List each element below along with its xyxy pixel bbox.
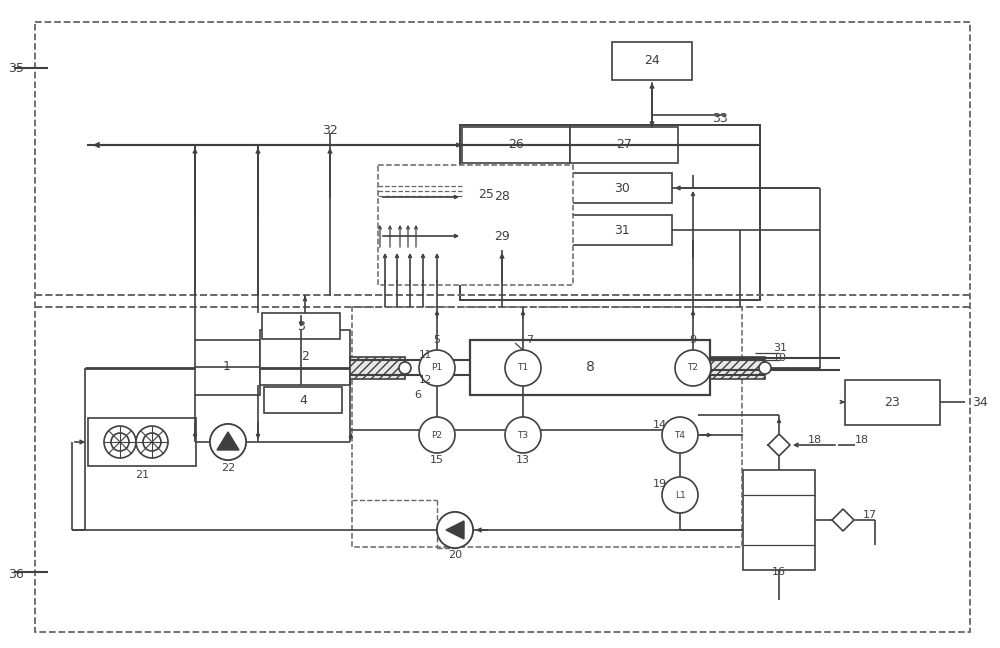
Text: 5: 5 — [434, 335, 440, 345]
Text: 3: 3 — [297, 319, 305, 332]
Text: 34: 34 — [972, 395, 988, 408]
Bar — [264, 387, 342, 413]
Text: 6: 6 — [415, 390, 422, 400]
Circle shape — [675, 350, 711, 386]
Circle shape — [505, 417, 541, 453]
Text: 12: 12 — [418, 375, 432, 385]
Text: 10: 10 — [773, 353, 787, 363]
Circle shape — [399, 362, 411, 374]
Text: T3: T3 — [517, 430, 529, 439]
Bar — [710, 357, 765, 379]
Text: T2: T2 — [688, 364, 698, 373]
Text: 33: 33 — [712, 111, 728, 124]
Text: 31: 31 — [773, 343, 787, 353]
Text: 15: 15 — [430, 455, 444, 465]
Polygon shape — [446, 521, 464, 539]
Text: 35: 35 — [8, 62, 24, 75]
Bar — [195, 340, 260, 395]
Text: 29: 29 — [494, 229, 510, 242]
Bar — [570, 127, 678, 163]
Text: 8: 8 — [586, 360, 594, 374]
Bar — [352, 307, 742, 547]
Circle shape — [419, 417, 455, 453]
Text: 21: 21 — [135, 470, 149, 480]
Polygon shape — [217, 432, 239, 450]
Circle shape — [143, 433, 161, 451]
Text: 7: 7 — [526, 335, 534, 345]
Circle shape — [104, 426, 136, 458]
Bar — [460, 125, 760, 300]
Bar — [572, 215, 672, 245]
Text: 18: 18 — [808, 435, 822, 445]
Bar — [88, 418, 196, 466]
Circle shape — [419, 350, 455, 386]
Text: 22: 22 — [221, 463, 235, 473]
Text: 13: 13 — [516, 455, 530, 465]
Circle shape — [210, 424, 246, 460]
Text: 26: 26 — [508, 139, 524, 152]
Bar — [462, 222, 542, 250]
Text: 31: 31 — [614, 224, 630, 237]
Circle shape — [662, 477, 698, 513]
Bar — [260, 330, 350, 385]
Bar — [743, 470, 815, 570]
Text: P2: P2 — [432, 430, 442, 439]
Text: 11: 11 — [418, 350, 432, 360]
Text: 9: 9 — [689, 335, 697, 345]
Circle shape — [111, 433, 129, 451]
Bar — [845, 380, 940, 425]
Circle shape — [759, 362, 771, 374]
Text: 17: 17 — [863, 510, 877, 520]
Text: 19: 19 — [653, 479, 667, 489]
Bar — [572, 173, 672, 203]
Text: 23: 23 — [884, 395, 900, 408]
Circle shape — [437, 512, 473, 548]
Circle shape — [437, 512, 473, 548]
Bar — [262, 313, 340, 339]
Text: 18: 18 — [855, 435, 869, 445]
Text: 20: 20 — [448, 550, 462, 560]
Polygon shape — [832, 509, 854, 531]
Text: 25: 25 — [478, 189, 494, 202]
Text: 1: 1 — [223, 360, 231, 373]
Text: 24: 24 — [644, 54, 660, 67]
Text: P1: P1 — [431, 364, 443, 373]
Text: 4: 4 — [299, 393, 307, 406]
Bar — [378, 165, 573, 285]
Text: 27: 27 — [616, 139, 632, 152]
Bar — [612, 42, 692, 80]
Text: L1: L1 — [675, 491, 685, 500]
Text: 28: 28 — [494, 191, 510, 203]
Text: 30: 30 — [614, 181, 630, 194]
Polygon shape — [768, 434, 790, 456]
Bar — [470, 340, 710, 395]
Text: T1: T1 — [517, 364, 529, 373]
Bar — [462, 127, 570, 163]
Circle shape — [505, 350, 541, 386]
Bar — [350, 357, 405, 379]
Text: 2: 2 — [301, 351, 309, 364]
Text: 36: 36 — [8, 568, 24, 581]
Text: 16: 16 — [772, 567, 786, 577]
Circle shape — [136, 426, 168, 458]
Circle shape — [662, 417, 698, 453]
Text: 14: 14 — [653, 420, 667, 430]
Circle shape — [210, 424, 246, 460]
Text: T4: T4 — [674, 430, 686, 439]
Bar — [462, 183, 542, 211]
Text: 32: 32 — [322, 124, 338, 137]
